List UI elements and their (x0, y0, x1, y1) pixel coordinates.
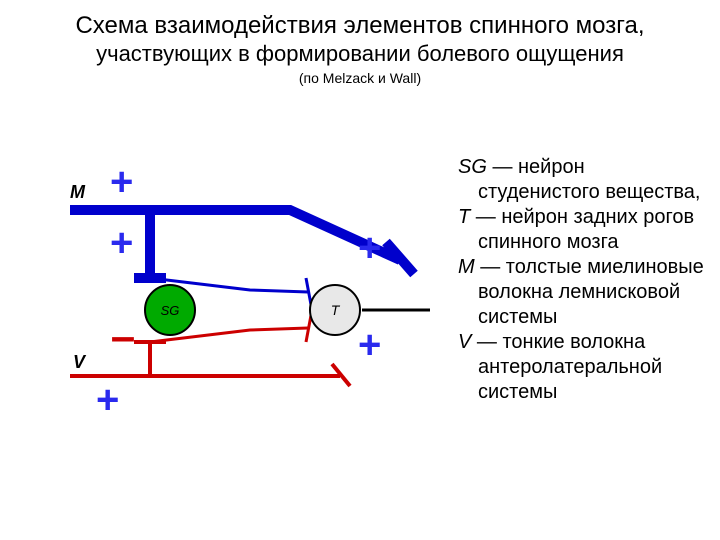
legend-item: T — нейрон задних рогов спинного мозга (440, 205, 705, 255)
t-label: T (331, 302, 341, 318)
legend-item: M — толстые миелиновые волокна лемнисков… (440, 255, 705, 330)
plus-symbol: + (110, 162, 133, 202)
plus-symbol: + (96, 380, 119, 420)
minus-symbol: – (111, 315, 135, 359)
title-line-3: (по Melzack и Wall) (0, 69, 720, 89)
legend-key: T (458, 206, 476, 228)
gate-control-diagram: SG T M V + + + + + – (30, 150, 430, 450)
legend: SG — нейрон студенистого вещества,T — не… (440, 155, 705, 405)
sg-label: SG (161, 303, 180, 318)
legend-key: SG (458, 156, 492, 178)
plus-symbol: + (358, 228, 381, 268)
plus-symbol: + (358, 325, 381, 365)
legend-item: SG — нейрон студенистого вещества, (440, 155, 705, 205)
diagram-svg: SG T M V (30, 150, 430, 450)
legend-item: V — тонкие волокна антеролатеральной сис… (440, 330, 705, 405)
fiber-label-v: V (73, 352, 87, 372)
fiber-label-m: M (70, 182, 86, 202)
title-line-1: Схема взаимодействия элементов спинного … (0, 12, 720, 41)
legend-key: V (458, 331, 477, 353)
plus-symbol: + (110, 223, 133, 263)
title-line-2: участвующих в формировании болевого ощущ… (0, 41, 720, 67)
legend-key: M (458, 256, 480, 278)
title-block: Схема взаимодействия элементов спинного … (0, 12, 720, 89)
